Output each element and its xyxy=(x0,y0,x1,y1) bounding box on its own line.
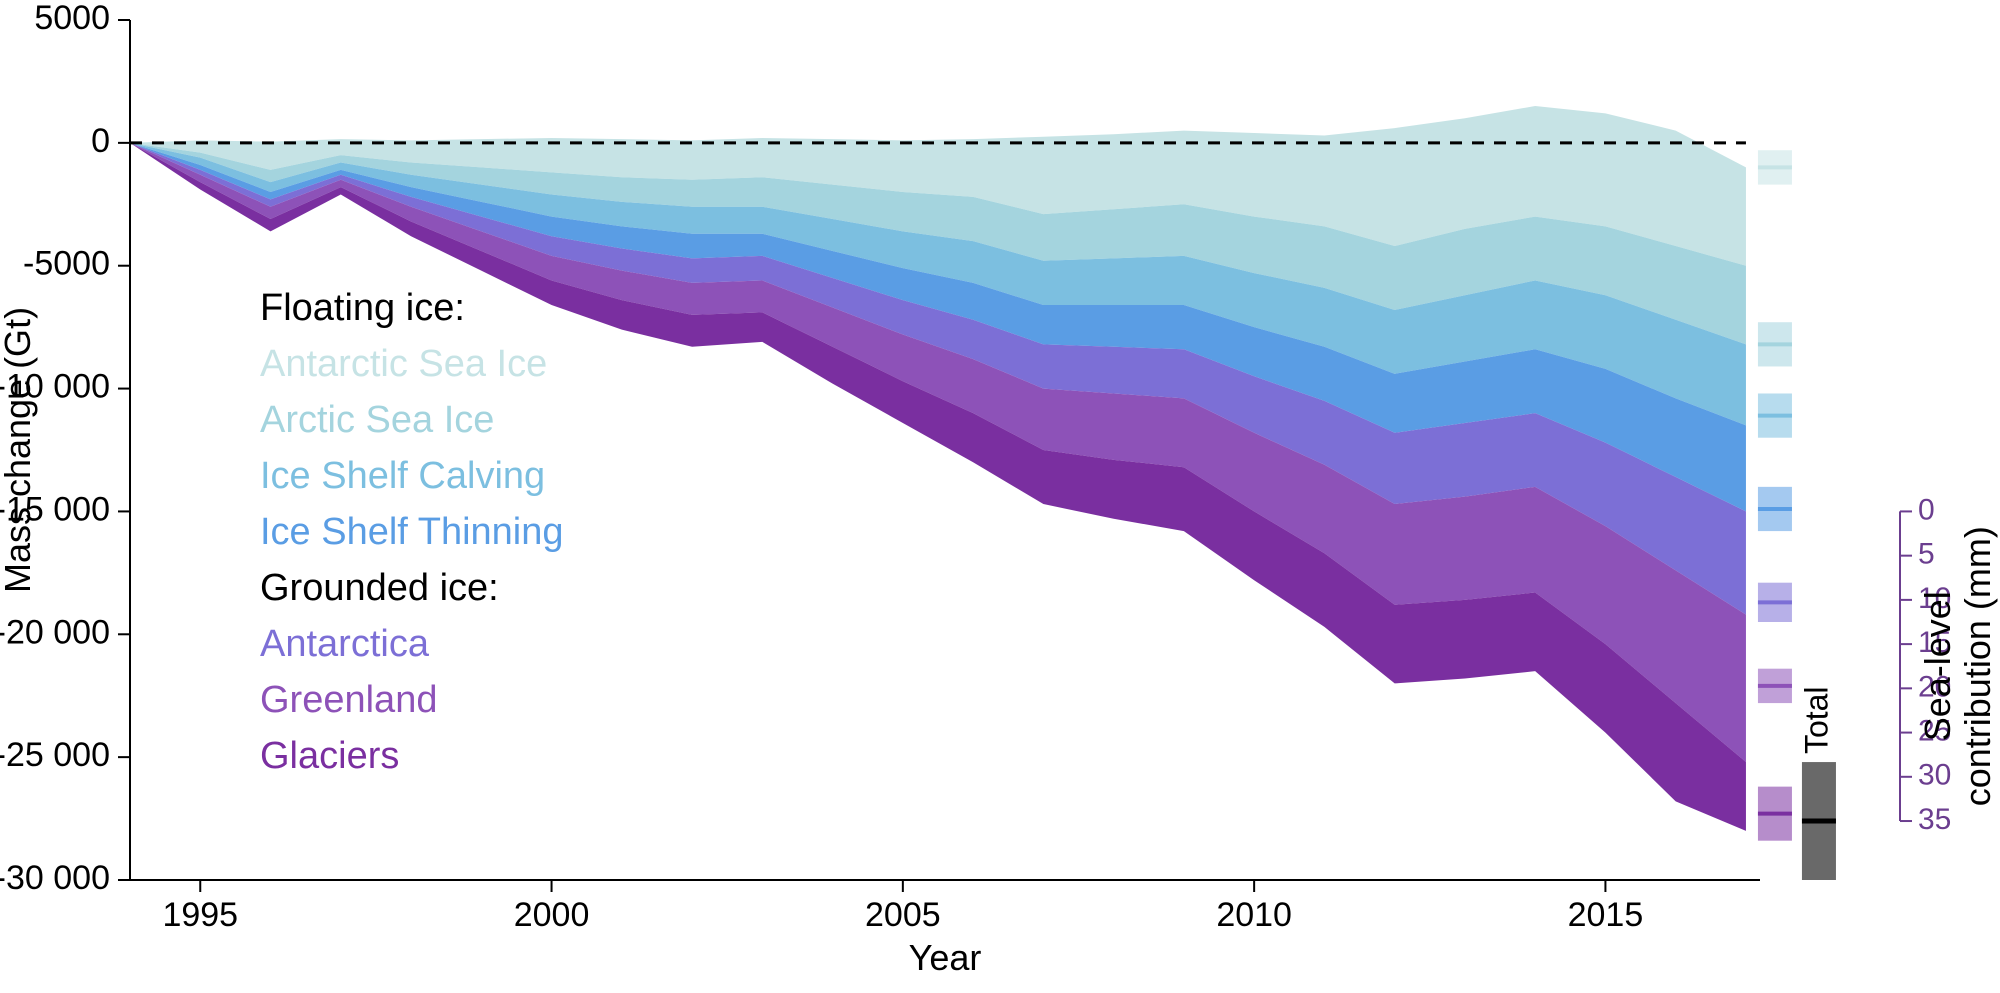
legend-item-ice_shelf_thinning: Ice Shelf Thinning xyxy=(260,511,564,553)
x-tick-label: 1995 xyxy=(162,896,238,934)
y-tick-label: 5000 xyxy=(34,0,110,37)
x-tick-label: 2015 xyxy=(1568,896,1644,934)
y-right-tick-label: 0 xyxy=(1918,493,1935,526)
y-left-axis-label: Mass change (Gt) xyxy=(0,307,38,593)
x-tick-label: 2010 xyxy=(1216,896,1292,934)
x-tick-label: 2000 xyxy=(514,896,590,934)
legend-item-ice_shelf_calving: Ice Shelf Calving xyxy=(260,455,545,497)
y-right-tick-label: 35 xyxy=(1918,803,1951,836)
end-marker-total-label: Total xyxy=(1798,686,1834,754)
x-tick-label: 2005 xyxy=(865,896,941,934)
x-axis-label: Year xyxy=(909,937,982,978)
legend-item-antarctica: Antarctica xyxy=(260,623,430,665)
legend-item-glaciers: Glaciers xyxy=(260,735,399,777)
ice-mass-chart: 50000-5000-10 000-15 000-20 000-25 000-3… xyxy=(0,0,2000,993)
y-tick-label: 0 xyxy=(91,122,110,160)
legend-heading: Grounded ice: xyxy=(260,567,499,609)
legend-heading: Floating ice: xyxy=(260,287,465,329)
y-right-tick-label: 30 xyxy=(1918,759,1951,792)
legend-item-arctic_sea_ice: Arctic Sea Ice xyxy=(260,399,494,441)
y-tick-label: -20 000 xyxy=(0,613,110,651)
y-tick-label: -25 000 xyxy=(0,736,110,774)
y-tick-label: -5000 xyxy=(23,245,110,283)
legend-item-antarctic_sea_ice: Antarctic Sea Ice xyxy=(260,343,547,385)
y-tick-label: -30 000 xyxy=(0,859,110,897)
y-right-tick-label: 5 xyxy=(1918,538,1935,571)
legend-item-greenland: Greenland xyxy=(260,679,437,721)
